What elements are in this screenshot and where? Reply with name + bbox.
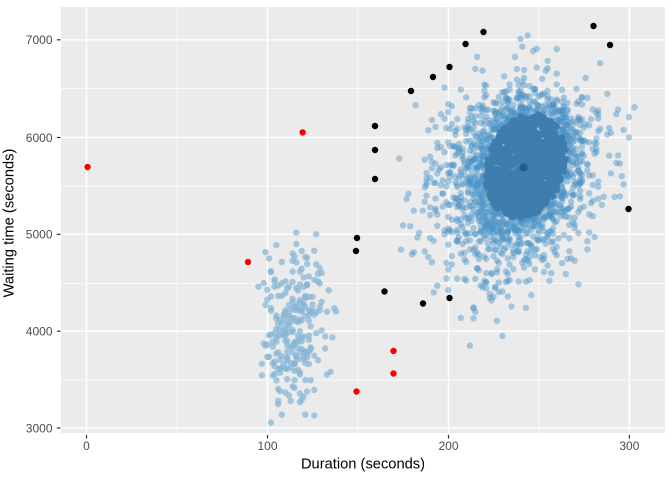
svg-text:100: 100 <box>257 439 277 453</box>
svg-text:200: 200 <box>438 439 458 453</box>
svg-text:5000: 5000 <box>26 228 53 242</box>
svg-text:300: 300 <box>619 439 639 453</box>
svg-text:6000: 6000 <box>26 131 53 145</box>
svg-text:Waiting time (seconds): Waiting time (seconds) <box>2 149 18 298</box>
svg-text:4000: 4000 <box>26 325 53 339</box>
svg-text:Duration (seconds): Duration (seconds) <box>301 457 425 473</box>
svg-text:7000: 7000 <box>26 33 53 47</box>
svg-text:3000: 3000 <box>26 421 53 435</box>
svg-text:0: 0 <box>83 439 90 453</box>
